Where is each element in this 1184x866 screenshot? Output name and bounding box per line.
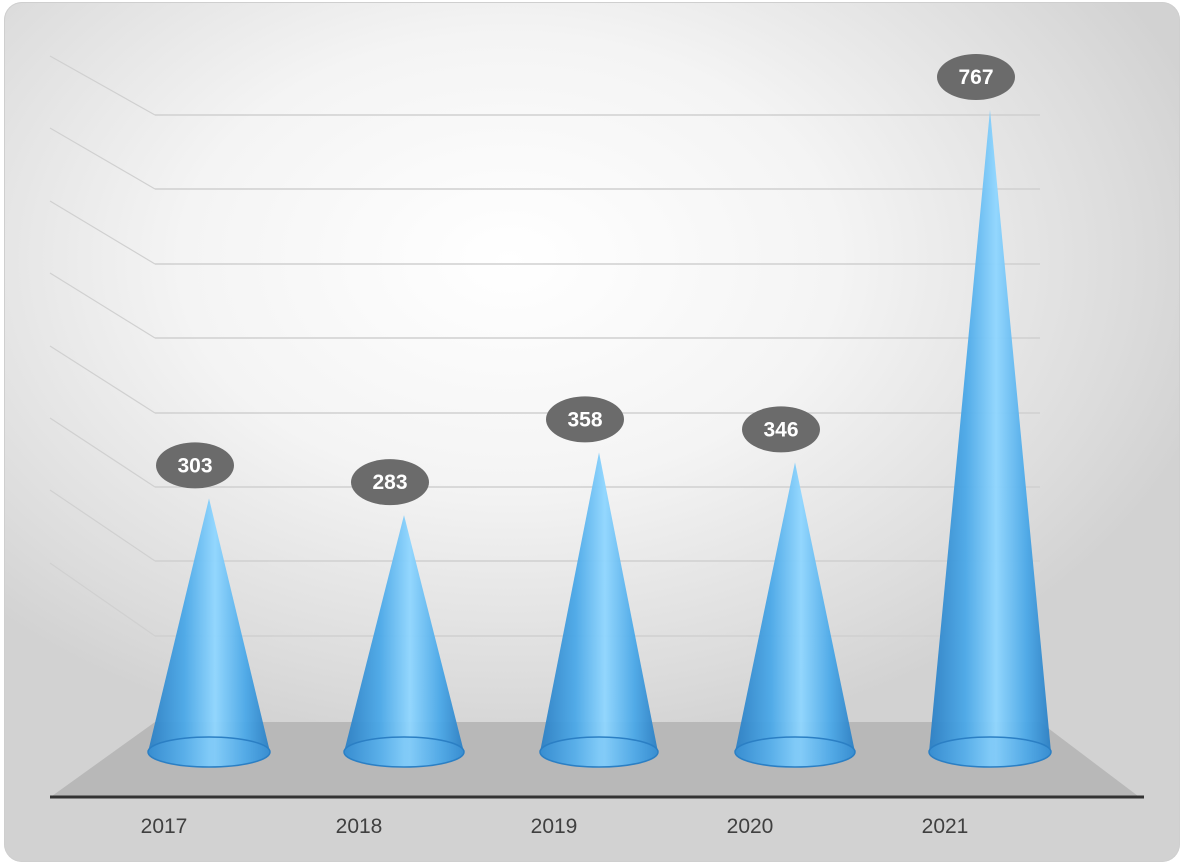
x-tick-label: 2019 (531, 815, 578, 838)
gridline (49, 345, 1040, 414)
cone-bar-2017 (147, 498, 271, 768)
cone-bar-2018 (343, 515, 465, 768)
gridline (49, 55, 1040, 116)
svg-text:767: 767 (958, 66, 993, 89)
x-tick-label: 2021 (922, 815, 969, 838)
data-label: 303 (156, 442, 234, 489)
svg-text:346: 346 (763, 418, 798, 441)
data-labels: 303 283 358 346 767 (156, 54, 1015, 506)
cone-bar-2021 (928, 110, 1052, 768)
x-tick-label: 2017 (141, 815, 188, 838)
cone-bar-2019 (539, 452, 659, 768)
data-label: 767 (937, 54, 1015, 101)
data-label: 346 (742, 406, 820, 453)
svg-text:283: 283 (372, 471, 407, 494)
data-label: 358 (546, 396, 624, 443)
x-tick-label: 2018 (336, 815, 383, 838)
data-label: 283 (351, 459, 429, 506)
gridline (49, 272, 1040, 339)
x-tick-label: 2020 (727, 815, 774, 838)
gridline (49, 127, 1040, 190)
svg-text:358: 358 (567, 408, 602, 431)
x-tick-labels: 2017 2018 2019 2020 2021 (141, 815, 969, 838)
cone-bar-2020 (734, 462, 856, 768)
cone-series (147, 110, 1052, 768)
svg-text:303: 303 (177, 454, 212, 477)
gridline (49, 200, 1040, 265)
